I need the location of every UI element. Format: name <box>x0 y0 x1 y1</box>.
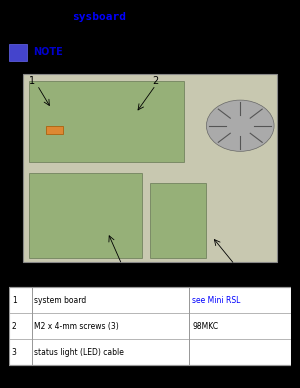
Text: 3: 3 <box>237 264 243 274</box>
Bar <box>150 183 206 258</box>
Text: 3: 3 <box>12 348 17 357</box>
Text: see Mini RSL: see Mini RSL <box>192 296 241 305</box>
Bar <box>29 81 184 162</box>
Text: 1: 1 <box>28 76 34 86</box>
Text: 98MKC: 98MKC <box>192 322 218 331</box>
Text: status light (LED) cable: status light (LED) cable <box>34 348 124 357</box>
Text: 2: 2 <box>12 322 16 331</box>
Text: sysboard: sysboard <box>72 12 126 23</box>
Text: 2: 2 <box>152 76 159 86</box>
Text: system board: system board <box>34 296 87 305</box>
Circle shape <box>206 100 274 151</box>
Bar <box>9 44 27 61</box>
Bar <box>29 173 142 258</box>
Text: M2 x 4-mm screws (3): M2 x 4-mm screws (3) <box>34 322 119 331</box>
Text: 4: 4 <box>119 264 125 274</box>
Bar <box>23 74 277 262</box>
Text: 1: 1 <box>12 296 16 305</box>
Bar <box>46 126 63 134</box>
Text: NOTE: NOTE <box>33 47 63 57</box>
Bar <box>9 287 291 365</box>
